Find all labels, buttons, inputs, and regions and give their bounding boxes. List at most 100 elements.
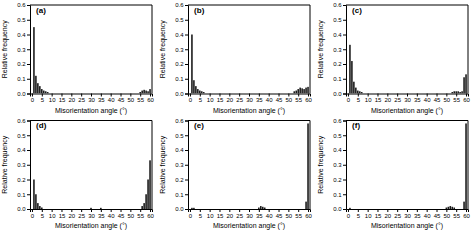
tick: 15 xyxy=(59,94,66,104)
tick-mark xyxy=(387,209,388,212)
panel-label: (c) xyxy=(352,6,362,15)
tick-mark xyxy=(185,49,188,50)
tick: 50 xyxy=(286,209,293,219)
tick-mark xyxy=(81,209,82,212)
bar xyxy=(199,91,201,94)
tick-mark xyxy=(185,94,188,95)
tick-label: 55 xyxy=(453,213,460,219)
bar xyxy=(195,86,197,93)
tick-label: 0.5 xyxy=(17,133,26,139)
bar xyxy=(465,123,467,209)
bar xyxy=(305,202,307,209)
tick: 35 xyxy=(256,94,263,104)
tick: 0.4 xyxy=(333,32,346,38)
bar xyxy=(143,203,145,209)
tick: 0.3 xyxy=(17,162,30,168)
tick: 50 xyxy=(444,209,451,219)
tick-mark xyxy=(185,121,188,122)
tick-mark xyxy=(288,209,289,212)
tick: 10 xyxy=(207,209,214,219)
bar xyxy=(297,89,299,93)
plot-area xyxy=(349,45,467,94)
tick-mark xyxy=(61,209,62,212)
tick-mark xyxy=(343,180,346,181)
tick: 20 xyxy=(226,94,233,104)
tick: 15 xyxy=(217,209,224,219)
tick-label: 0 xyxy=(31,97,35,103)
tick: 50 xyxy=(128,209,135,219)
tick-label: 0.3 xyxy=(175,47,184,53)
tick-label: 50 xyxy=(444,97,451,103)
bar xyxy=(141,91,143,94)
tick-mark xyxy=(466,209,467,212)
panel-label: (a) xyxy=(36,6,46,15)
bar xyxy=(461,91,463,93)
tick-mark xyxy=(456,94,457,97)
tick-mark xyxy=(111,209,112,212)
tick-mark xyxy=(229,94,230,97)
tick-mark xyxy=(185,20,188,21)
tick-mark xyxy=(269,209,270,212)
bar xyxy=(357,91,359,94)
tick-mark xyxy=(200,209,201,212)
tick: 10 xyxy=(365,209,372,219)
tick: 0.2 xyxy=(17,61,30,67)
tick: 55 xyxy=(295,94,302,104)
tick-mark xyxy=(185,35,188,36)
tick: 35 xyxy=(98,94,105,104)
tick-mark xyxy=(27,135,30,136)
tick-mark xyxy=(343,49,346,50)
bar xyxy=(147,180,149,210)
tick: 35 xyxy=(256,209,263,219)
axis-line xyxy=(189,94,311,97)
plot-area xyxy=(191,35,309,94)
tick: 60 xyxy=(147,94,154,104)
tick-label: 35 xyxy=(98,97,105,103)
bar xyxy=(41,89,43,93)
tick-label: 45 xyxy=(118,213,125,219)
bar xyxy=(47,92,49,93)
tick-label: 0.1 xyxy=(175,192,184,198)
tick-label: 0.5 xyxy=(17,17,26,23)
tick-mark xyxy=(91,94,92,97)
tick: 30 xyxy=(404,209,411,219)
tick: 10 xyxy=(49,94,56,104)
y-axis: 0.00.10.20.30.40.50.6 xyxy=(333,2,346,97)
tick-mark xyxy=(150,209,151,212)
tick: 0.0 xyxy=(175,91,188,97)
bar xyxy=(260,206,262,209)
y-axis-title: Relative frequency xyxy=(317,135,325,193)
tick: 0.2 xyxy=(333,61,346,67)
axis-line xyxy=(31,94,153,97)
bar xyxy=(201,91,203,93)
frame xyxy=(188,5,310,6)
tick: 55 xyxy=(137,209,144,219)
tick-mark xyxy=(32,209,33,212)
tick: 5 xyxy=(357,94,361,104)
axis-line xyxy=(343,121,347,210)
tick-label: 55 xyxy=(453,97,460,103)
tick-label: 0 xyxy=(189,213,193,219)
bar xyxy=(90,208,92,209)
tick-mark xyxy=(358,209,359,212)
tick: 0.0 xyxy=(17,91,30,97)
tick: 15 xyxy=(59,209,66,219)
tick: 0.6 xyxy=(333,118,346,124)
tick-label: 0.5 xyxy=(175,17,184,23)
tick: 40 xyxy=(266,209,273,219)
tick: 45 xyxy=(276,209,283,219)
tick-mark xyxy=(368,94,369,97)
tick-label: 35 xyxy=(414,97,421,103)
tick-mark xyxy=(308,94,309,97)
tick-label: 5 xyxy=(199,97,203,103)
bar xyxy=(465,74,467,93)
tick-mark xyxy=(343,165,346,166)
tick-label: 5 xyxy=(357,213,361,219)
y-axis: 0.00.10.20.30.40.50.6 xyxy=(175,118,188,213)
tick: 5 xyxy=(357,209,361,219)
tick: 0 xyxy=(189,209,193,219)
tick-label: 0.6 xyxy=(333,118,342,124)
y-axis: 0.00.10.20.30.40.50.6 xyxy=(17,2,30,97)
tick: 0.0 xyxy=(333,91,346,97)
tick: 35 xyxy=(414,94,421,104)
